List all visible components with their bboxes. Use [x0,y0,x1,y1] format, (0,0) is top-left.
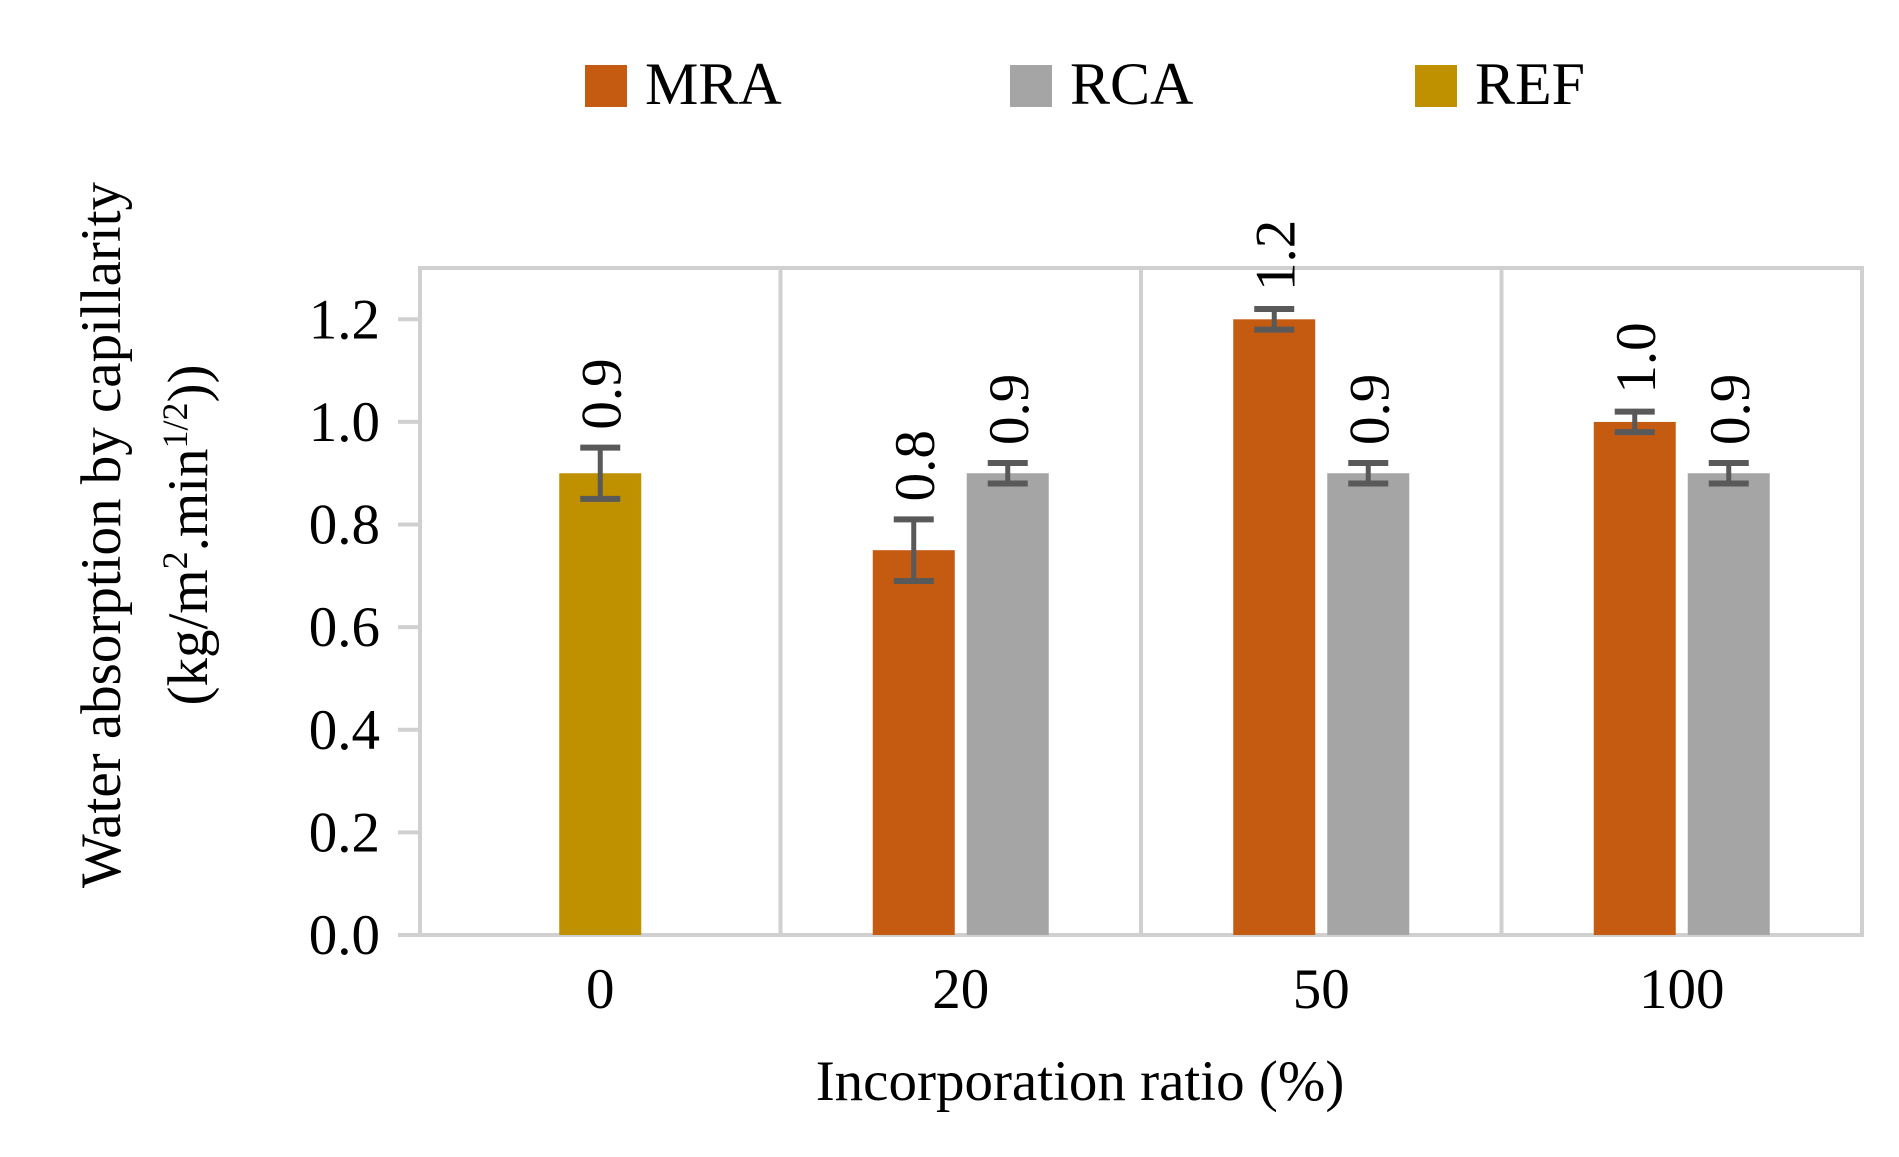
y-tick-label: 0.2 [309,801,380,864]
error-bars [580,306,1749,584]
y-tick-label: 1.0 [309,391,380,454]
category-separators [778,268,1504,935]
bar-ref [559,473,642,935]
y-tick-label: 0.4 [309,699,380,762]
data-label-mra: 1.2 [1244,220,1307,291]
x-tick-label: 50 [1293,958,1350,1021]
y-axis-unit: (kg/m2.min1/2)) [155,364,220,705]
y-axis: 0.0 0.2 0.4 0.6 0.8 1.0 1.2 [309,288,420,967]
data-label-rca: 0.9 [1699,374,1762,445]
bar-mra [872,550,955,935]
x-axis-tick-labels: 0 20 50 100 [586,958,1725,1021]
y-tick-label: 0.8 [309,494,380,557]
y-axis-unit-mid: .min [157,448,220,551]
bar-rca [1687,473,1770,935]
x-tick-label: 20 [932,958,989,1021]
y-tick-label: 0.6 [309,596,380,659]
legend-label-rca: RCA [1070,51,1193,117]
legend-label-ref: REF [1475,51,1585,117]
bar-mra [1593,421,1676,935]
legend-label-mra: MRA [645,51,782,117]
legend-swatch-mra [585,65,627,107]
legend-swatch-ref [1415,65,1457,107]
data-label-ref: 0.9 [570,358,633,429]
data-label-mra: 0.8 [884,430,947,501]
x-tick-label: 100 [1639,958,1725,1021]
legend-swatch-rca [1010,65,1052,107]
data-label-rca: 0.9 [1338,374,1401,445]
data-labels: 0.9 0.8 0.9 1.2 0.9 1.0 0.9 [570,220,1762,502]
bar-marks [559,319,1770,935]
y-axis-unit-sup1: 2 [155,551,195,569]
y-axis-unit-close: )) [157,364,220,402]
x-axis-title: Incorporation ratio (%) [816,1050,1345,1113]
legend: MRA RCA REF [585,51,1585,117]
y-axis-unit-open: (kg/m [157,569,220,705]
bar-rca [966,473,1049,935]
x-tick-label: 0 [586,958,615,1021]
bar-rca [1327,473,1410,935]
data-label-rca: 0.9 [978,374,1041,445]
data-label-mra: 1.0 [1605,322,1668,393]
y-tick-label: 0.0 [309,904,380,967]
y-tick-label: 1.2 [309,288,380,351]
y-axis-unit-sup2: 1/2 [155,402,195,448]
bar-mra [1233,319,1316,935]
y-axis-title: Water absorption by capillarity [70,181,133,888]
